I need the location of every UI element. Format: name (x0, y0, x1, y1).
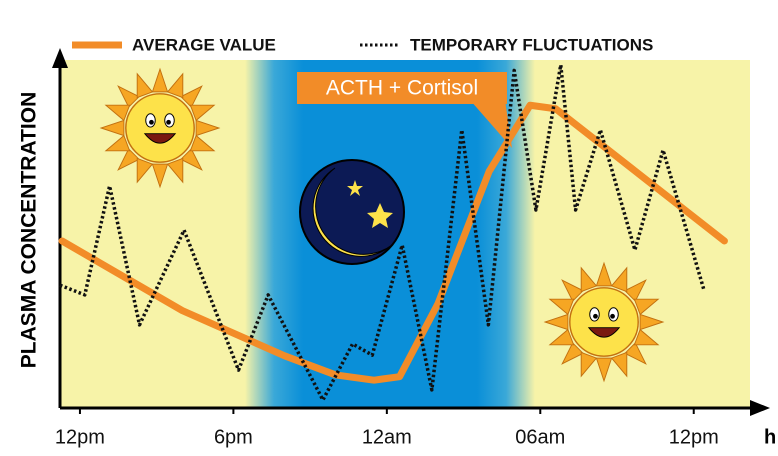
sun-icon (545, 263, 663, 381)
x-axis-unit: h (764, 426, 776, 448)
y-axis-arrow (52, 48, 68, 68)
x-tick-label: 6pm (214, 426, 253, 448)
x-tick-label: 12am (362, 426, 412, 448)
annotation-text: ACTH + Cortisol (326, 77, 478, 100)
legend-label: AVERAGE VALUE (132, 35, 276, 54)
x-tick-label: 12pm (669, 426, 719, 448)
y-axis-title: PLASMA CONCENTRATION (18, 92, 41, 369)
sun-icon (101, 69, 219, 187)
x-tick-label: 12pm (55, 426, 105, 448)
chart: PLASMA CONCENTRATION h ACTH + Cortisol 1… (0, 0, 778, 456)
legend-label: TEMPORARY FLUCTUATIONS (410, 35, 653, 54)
x-axis-arrow (750, 400, 770, 416)
moon-icon (300, 160, 404, 264)
x-tick-label: 06am (515, 426, 565, 448)
